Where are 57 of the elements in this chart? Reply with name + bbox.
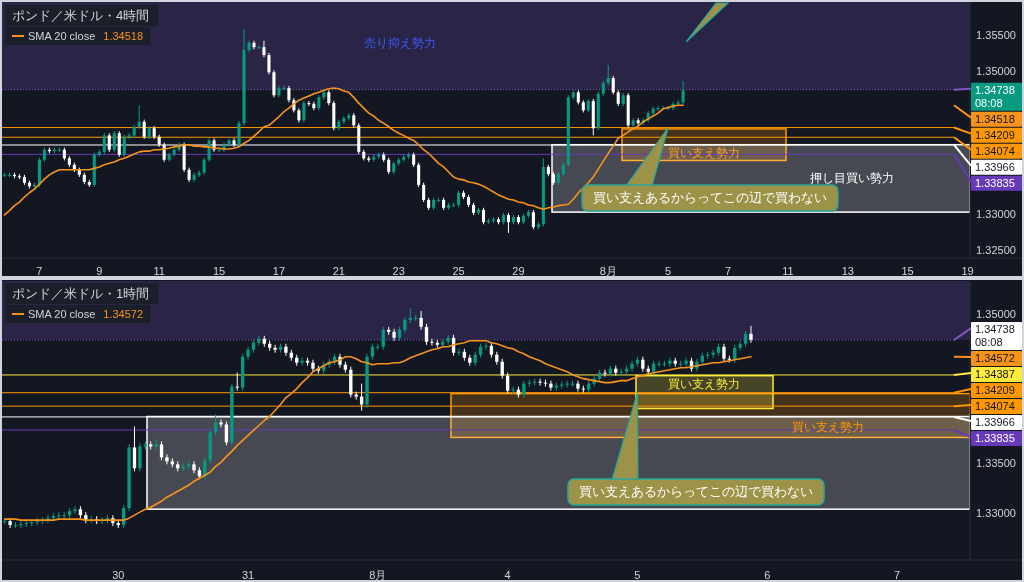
ref-line-label: 1.33835: [975, 176, 1015, 189]
y-tick-label: 1.33000: [976, 507, 1016, 520]
annotation: 1.34518: [103, 30, 144, 42]
x-tick-label: 30: [112, 569, 125, 581]
x-tick-label: 6: [764, 569, 771, 581]
annotation: 買い支えあるからってこの辺で買わない: [593, 191, 827, 205]
ref-line-label: 1.34209: [975, 128, 1015, 141]
x-tick-label: 5: [634, 569, 641, 581]
band-label: 買い支え勢力: [792, 420, 864, 434]
text: 1.34518: [975, 112, 1015, 125]
x-tick-label: 7: [893, 569, 901, 581]
x-tick-label: 4: [504, 569, 511, 581]
ref-line-label: 1.33966: [975, 160, 1015, 173]
y-tick-label: 1.32500: [976, 244, 1016, 257]
x-tick-label: 31: [241, 569, 255, 581]
annotation: 1.34572: [103, 308, 144, 320]
chart-title: ポンド／米ドル・1時間: [12, 286, 150, 301]
ref-line-label: 1.34387: [975, 368, 1015, 381]
x-tick-label: 8月: [369, 569, 387, 581]
legend-label: SMA 20 close: [28, 30, 96, 42]
x-tick-label: 23: [392, 265, 405, 277]
ref-line-label: 1.34209: [975, 384, 1015, 397]
x-tick-label: 7: [724, 265, 732, 277]
x-tick-label: 25: [452, 265, 465, 277]
text: 08:08: [975, 336, 1003, 349]
x-tick-label: 5: [665, 265, 672, 277]
ref-line-label: 1.34738: [975, 83, 1015, 96]
y-tick-label: 1.35000: [976, 64, 1016, 77]
x-tick-label: 9: [96, 265, 103, 277]
legend-label: 1.34074: [975, 144, 1015, 157]
ref-line-label: 1.33835: [975, 432, 1015, 445]
x-tick-label: 13: [841, 265, 854, 277]
x-tick-label: 7: [36, 265, 43, 277]
legend-label: SMA 20 close: [28, 308, 96, 320]
y-tick-label: 1.33000: [976, 208, 1016, 221]
x-tick-label: 15: [212, 265, 226, 277]
text: ポンド／米ドル・4時間: [12, 8, 150, 23]
y-tick-label: 1.35000: [976, 307, 1016, 320]
text: 08:08: [975, 96, 1003, 109]
x-tick-label: 8月: [599, 265, 617, 277]
x-tick-label: 21: [332, 265, 345, 277]
x-tick-label: 17: [272, 265, 286, 277]
legend-label: 1.34738: [975, 323, 1015, 336]
x-tick-label: 19: [961, 265, 974, 277]
band-label: 買い支え勢力: [668, 377, 740, 391]
annotation: 買い支えあるからってこの辺で買わない: [579, 485, 813, 499]
band-label: 押し目買い勢力: [810, 171, 894, 185]
y-tick-label: 1.33500: [976, 457, 1016, 470]
y-tick-label: 1.35500: [976, 28, 1016, 41]
text: 1.34572: [975, 352, 1015, 365]
ref-line-label: 1.33966: [975, 416, 1015, 429]
ref-line-label: 1.34074: [975, 400, 1015, 413]
x-tick-label: 29: [512, 265, 525, 277]
x-tick-label: 11: [782, 265, 794, 277]
x-tick-label: 11: [153, 265, 165, 277]
band-label: 売り抑え勢力: [364, 36, 436, 50]
x-tick-label: 15: [901, 265, 914, 277]
